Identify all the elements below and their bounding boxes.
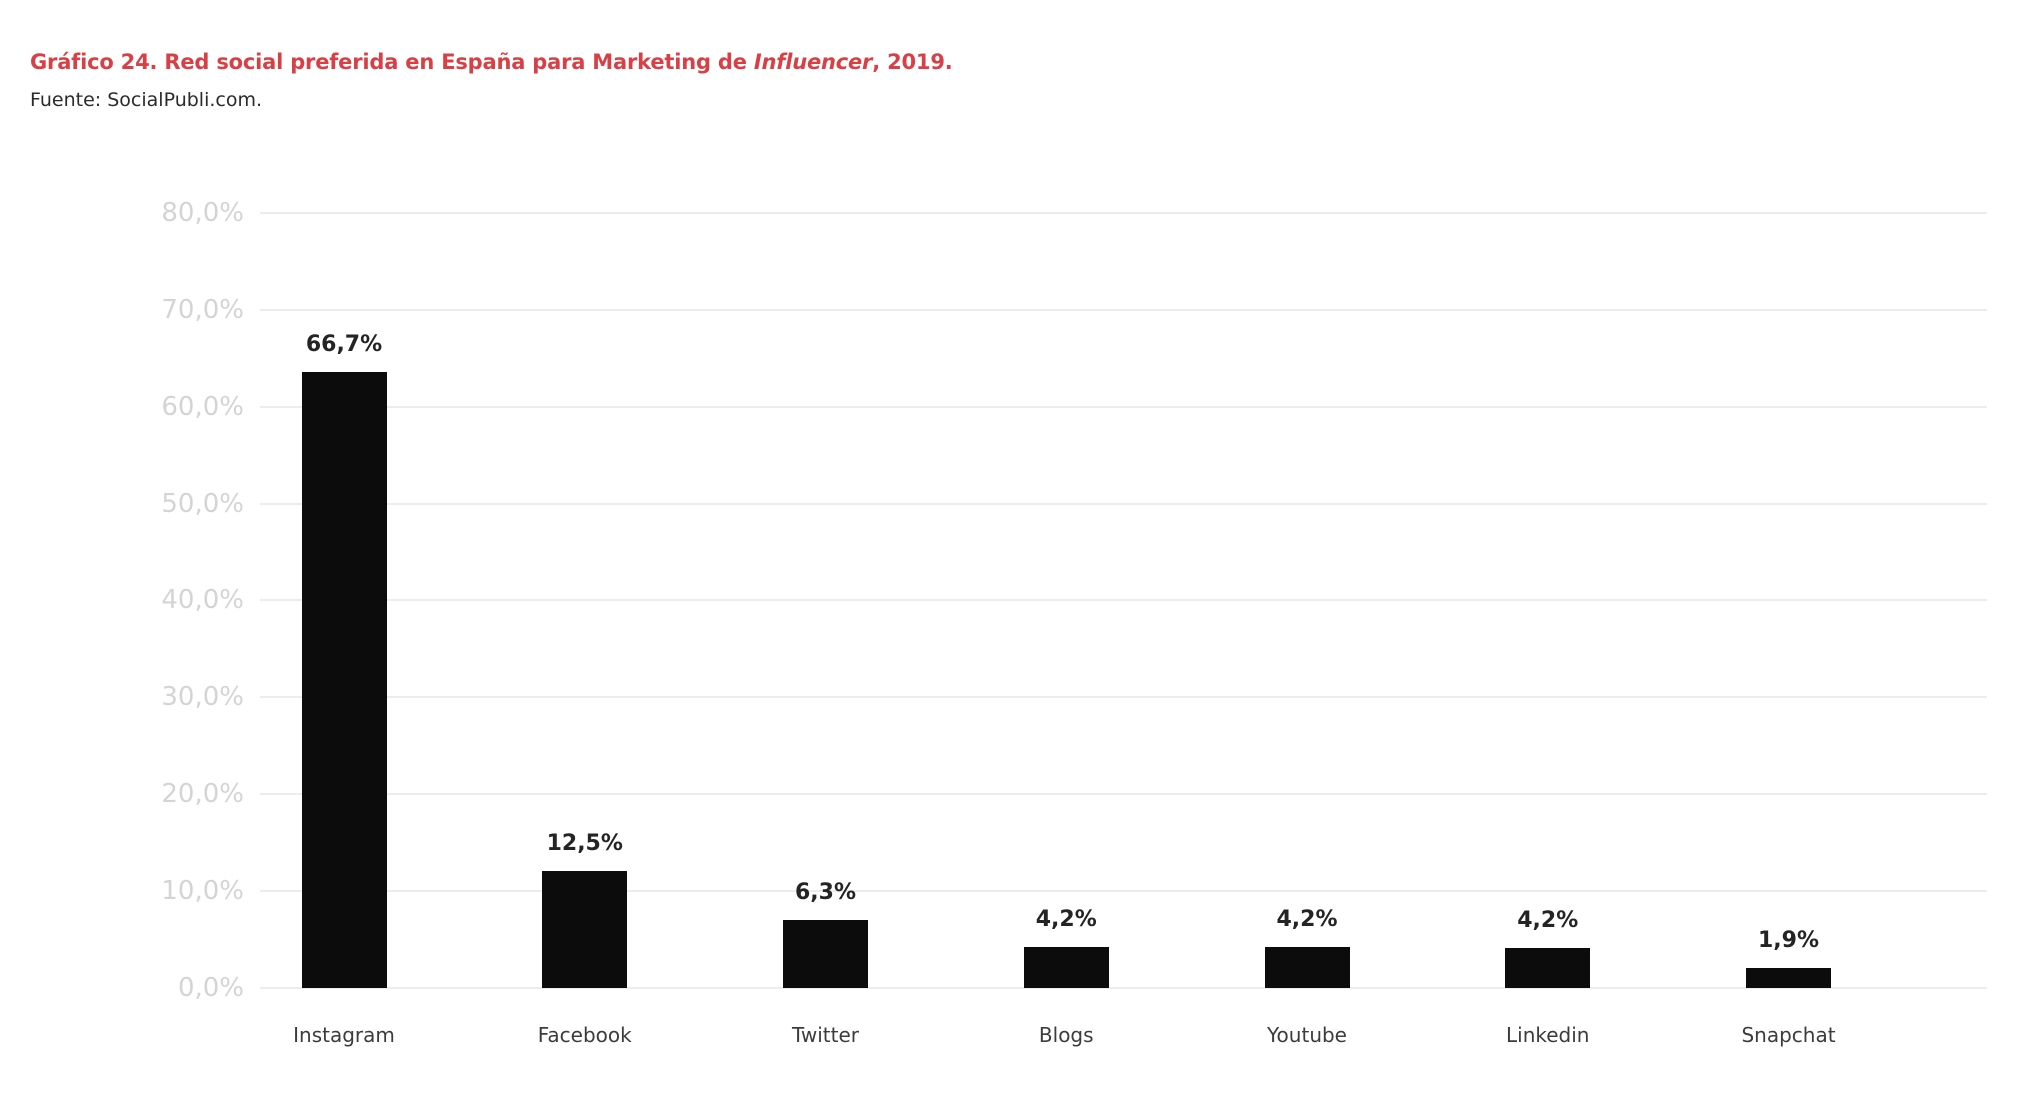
figure-title-suffix: , 2019. — [872, 50, 953, 74]
y-axis-tick-label-70: 70,0% — [161, 294, 244, 325]
bar-linkedin — [1505, 948, 1591, 988]
gridline-10 — [260, 890, 1987, 893]
value-label-youtube: 4,2% — [1276, 907, 1338, 933]
gridline-0 — [260, 987, 1987, 989]
category-label-twitter: Twitter — [791, 1023, 860, 1047]
bar-snapchat — [1746, 967, 1831, 988]
category-label-linkedin: Linkedin — [1506, 1023, 1590, 1047]
bar-blogs — [1023, 947, 1109, 988]
value-label-linkedin: 4,2% — [1517, 908, 1579, 934]
bar-twitter — [783, 920, 868, 988]
category-label-facebook: Facebook — [537, 1023, 632, 1047]
figure-title-prefix: Gráfico 24. Red social preferida en Espa… — [30, 50, 754, 74]
gridline-30 — [260, 696, 1987, 699]
y-axis-tick-label-80: 80,0% — [161, 197, 244, 228]
category-label-youtube: Youtube — [1267, 1023, 1347, 1047]
bar-youtube — [1264, 947, 1350, 988]
y-axis-tick-label-50: 50,0% — [161, 488, 244, 519]
y-axis-tick-label-40: 40,0% — [161, 585, 244, 616]
bar-instagram — [301, 371, 387, 988]
y-axis-tick-label-20: 20,0% — [161, 779, 244, 810]
gridline-60 — [260, 405, 1987, 408]
value-label-blogs: 4,2% — [1035, 907, 1097, 933]
category-label-blogs: Blogs — [1038, 1023, 1094, 1047]
category-label-instagram: Instagram — [293, 1023, 395, 1047]
y-axis-tick-label-0: 0,0% — [177, 973, 244, 1003]
gridline-20 — [260, 793, 1987, 796]
category-label-snapchat: Snapchat — [1741, 1023, 1836, 1047]
value-label-twitter: 6,3% — [794, 880, 856, 906]
source-caption: Fuente: SocialPubli.com. — [30, 89, 263, 111]
y-axis-tick-label-60: 60,0% — [161, 391, 244, 422]
bar-facebook — [542, 870, 628, 988]
gridline-80 — [260, 211, 1987, 214]
gridline-50 — [260, 502, 1987, 505]
y-axis-tick-label-30: 30,0% — [161, 682, 244, 713]
value-label-instagram: 66,7% — [305, 331, 383, 357]
gridline-40 — [260, 599, 1987, 602]
figure-title-italic: Influencer — [753, 50, 873, 74]
value-label-snapchat: 1,9% — [1757, 927, 1819, 953]
figure-title: Gráfico 24. Red social preferida en Espa… — [30, 50, 953, 74]
value-label-facebook: 12,5% — [546, 830, 623, 856]
gridline-70 — [260, 308, 1987, 311]
y-axis-tick-label-10: 10,0% — [161, 876, 244, 907]
